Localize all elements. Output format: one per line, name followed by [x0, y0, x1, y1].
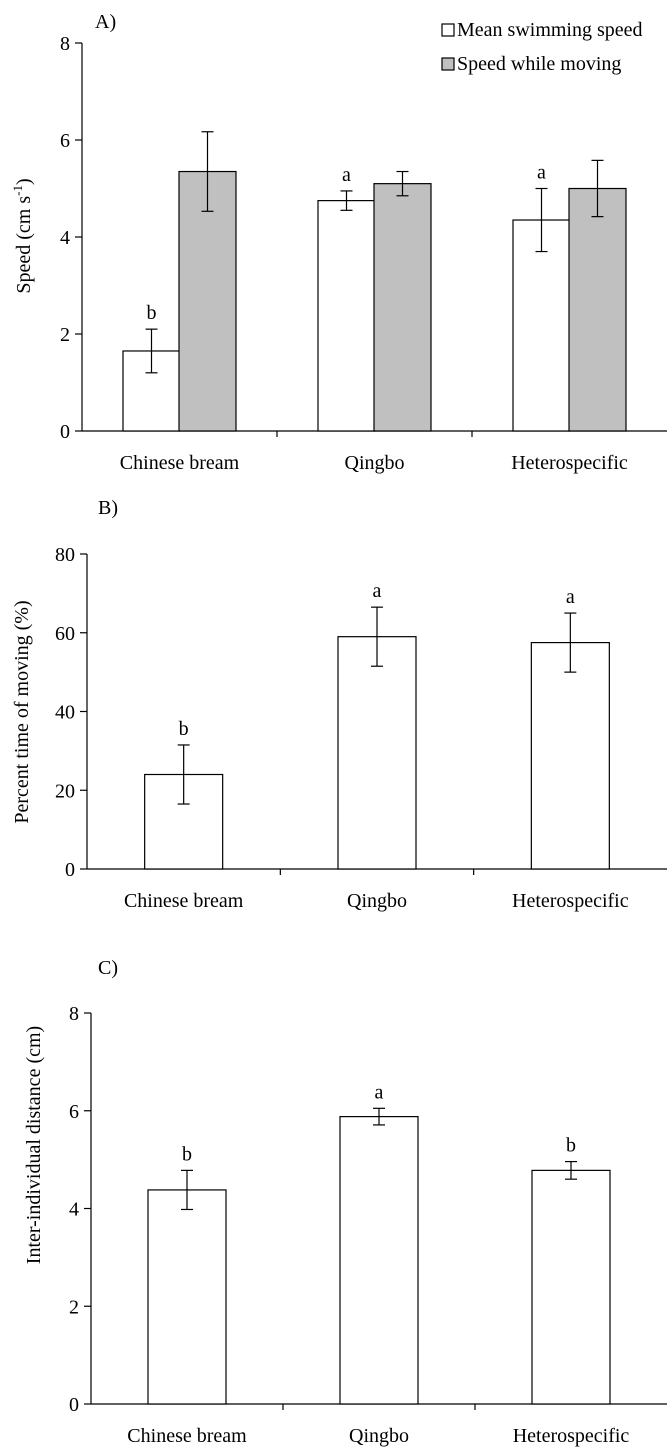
y-tick-label: 8: [60, 33, 70, 55]
y-tick-label: 40: [55, 702, 75, 724]
x-tick-label: Heterospecific: [513, 1425, 630, 1447]
panel-c: C) Inter-individual distance (cm) 0 2 4 6 8 C…: [23, 957, 667, 1447]
panel-label: B): [98, 497, 118, 519]
y-tick-label: 0: [69, 1394, 79, 1416]
x-tick-label: Chinese bream: [120, 452, 240, 474]
y-tick-label: 0: [60, 421, 70, 443]
y-tick-label: 4: [69, 1199, 79, 1221]
x-tick-label: Heterospecific: [511, 452, 628, 474]
y-tick-label: 2: [69, 1296, 79, 1318]
panel-label: C): [98, 957, 118, 979]
legend-swatch: [441, 23, 455, 37]
legend-entry: Mean swimming speed: [441, 19, 643, 41]
significance-letter: a: [373, 580, 382, 602]
significance-letter: b: [566, 1135, 576, 1157]
x-tick-label: Heterospecific: [512, 890, 629, 912]
plot-area: 0 20 40 60 80 Chinese bream Qingbo Heterospecif…: [55, 544, 667, 912]
y-tick-label: 0: [65, 859, 75, 881]
legend-swatch: [441, 57, 455, 71]
plot-area: 0 2 4 6 8 Chinese bream Qingbo Heterospecific b a…: [69, 1003, 667, 1447]
significance-letter: b: [182, 1143, 192, 1165]
x-tick-label: Chinese bream: [127, 1425, 247, 1447]
y-tick-label: 60: [55, 623, 75, 645]
y-tick-label: 8: [69, 1003, 79, 1025]
significance-letter: b: [179, 718, 189, 740]
y-tick-label: 4: [60, 227, 70, 249]
panel-label: A): [95, 11, 116, 33]
bar: [530, 641, 610, 870]
legend-entry: Speed while moving: [441, 53, 621, 75]
bar: [339, 1116, 419, 1405]
y-axis-label: Inter-individual distance (cm): [23, 1026, 45, 1264]
y-tick-label: 6: [69, 1101, 79, 1123]
y-tick-label: 2: [60, 324, 70, 346]
significance-letter: a: [342, 164, 351, 186]
bar: [317, 200, 376, 432]
significance-letter: a: [537, 162, 546, 184]
y-tick-label: 20: [55, 780, 75, 802]
x-tick-label: Qingbo: [349, 1425, 409, 1447]
legend: Mean swimming speed Speed while moving: [441, 19, 643, 75]
legend-label: Mean swimming speed: [457, 19, 643, 41]
significance-letter: a: [566, 586, 575, 608]
y-tick-label: 80: [55, 544, 75, 566]
y-axis-label: Speed (cm s-1): [10, 178, 35, 293]
significance-letter: b: [147, 302, 157, 324]
x-tick-label: Chinese bream: [124, 890, 244, 912]
bar: [373, 183, 432, 432]
y-axis-label: Percent time of moving (%): [11, 600, 33, 823]
panel-b: B) Percent time of moving (%) 0 20 40 60 80 C…: [11, 497, 667, 912]
bar: [337, 636, 417, 870]
plot-area: 0 2 4 6 8 Chinese bream Qingbo Heterospecific b a…: [60, 33, 667, 474]
bar: [147, 1189, 227, 1405]
x-tick-label: Qingbo: [347, 890, 407, 912]
legend-label: Speed while moving: [457, 53, 621, 75]
bar: [568, 187, 627, 432]
bar: [531, 1169, 611, 1405]
x-tick-label: Qingbo: [345, 452, 405, 474]
y-tick-label: 6: [60, 130, 70, 152]
panel-a: A) Speed (cm s-1) 0 2 4 6 8 Chinese bream Qing…: [10, 11, 667, 474]
significance-letter: a: [375, 1081, 384, 1103]
